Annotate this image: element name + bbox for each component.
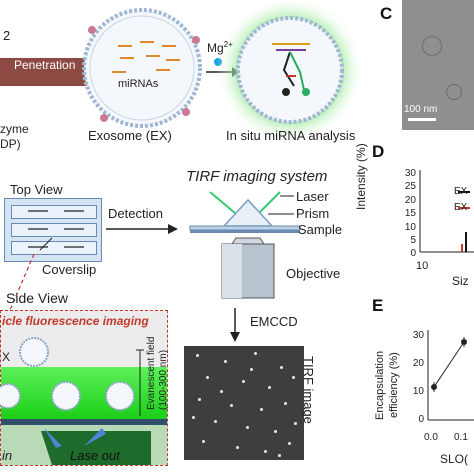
laser-label: Laser <box>296 189 329 204</box>
objective-top <box>231 237 265 245</box>
tirf-optics <box>189 191 301 299</box>
objective-label: Objective <box>286 266 341 281</box>
panel-d-ylabel: Intensity (%) <box>354 143 368 210</box>
evanescent-glow <box>1 367 167 419</box>
scale-bar <box>408 118 436 121</box>
scalebar-label: 100 nm <box>404 104 438 115</box>
fluorescence-spot <box>246 426 249 429</box>
exosome-label: Exosome (EX) <box>88 128 172 143</box>
fluorescence-spot <box>202 440 205 443</box>
dna-probe <box>272 43 310 91</box>
fluorescence-spot <box>236 446 239 449</box>
panel-d-axes <box>419 170 474 253</box>
exosome-particle-3 <box>105 381 135 411</box>
panel-e-ylabel-1: Encapsulation <box>374 350 386 420</box>
emccd-arrow <box>230 308 240 342</box>
tirf-image-label: TIRF image <box>301 356 316 424</box>
side-view-drawing <box>0 337 144 448</box>
legend-entry-2: EX <box>454 202 468 213</box>
laser-arrow-in <box>44 428 62 448</box>
mg-label: Mg2+ <box>207 40 233 55</box>
fluorescence-spot <box>230 404 233 407</box>
coverslip-leader <box>39 237 53 251</box>
panel-d-xtick: 10 <box>416 260 429 272</box>
dp-label: DP) <box>0 137 21 151</box>
fluorescence-spot <box>254 352 257 355</box>
sample-slide <box>189 225 301 231</box>
panel-d-xlabel: Siz <box>452 274 469 288</box>
prism-label: Prism <box>296 206 330 221</box>
lase-out-label: Lase out <box>70 448 120 463</box>
exosome-membrane <box>82 8 202 128</box>
side-banner: icle fluorescence imaging <box>2 314 149 328</box>
fluorescence-spot <box>284 402 287 405</box>
penetration-label: Penetration <box>14 58 76 72</box>
fluorescence-spot <box>288 442 291 445</box>
series-line <box>433 341 465 388</box>
mirnas-label: miRNAs <box>118 78 159 90</box>
fluorescence-spot <box>264 450 267 453</box>
fluorescence-spot <box>220 390 223 393</box>
panel-e-yticks: 30 20 10 0 <box>412 330 424 425</box>
fluorescence-spot <box>278 454 281 457</box>
laser-arrow-out <box>84 428 106 446</box>
glowing-exosome <box>236 16 344 124</box>
data-point <box>431 384 437 390</box>
panel-e-xlabel: SLO( <box>440 452 469 466</box>
fluorescence-spot <box>214 420 217 423</box>
top-scheme-canvas <box>0 0 364 144</box>
fragment-2: 2 <box>3 28 11 43</box>
detection-arrow <box>106 224 178 234</box>
fluorescence-spot <box>196 354 199 357</box>
panel-c-letter: C <box>380 4 393 23</box>
panel-e-ylabel-2: efficiency (%) <box>388 352 400 418</box>
top-view-label: Top View <box>10 182 63 197</box>
emccd-label: EMCCD <box>250 314 298 329</box>
panel-e-xtick-0: 0.0 <box>424 432 438 443</box>
zyme-label: zyme <box>0 122 29 136</box>
fluorescence-spot <box>192 416 195 419</box>
panel-e-letter: E <box>372 296 384 315</box>
prism-shape <box>222 198 274 227</box>
detection-label: Detection <box>108 206 163 221</box>
exosome-particle-1 <box>19 337 49 367</box>
legend-entry-1: EX <box>454 186 468 197</box>
mirna-arrows <box>112 41 180 73</box>
panel-e-chart <box>427 330 474 421</box>
fluorescence-spot <box>268 386 271 389</box>
exosome-particle-2 <box>51 381 81 411</box>
exosome-particle-4 <box>0 383 21 409</box>
membrane-proteins <box>88 26 200 122</box>
data-point <box>461 339 467 345</box>
evanescent-label-1: Evanescent field <box>146 336 157 410</box>
fluorescence-spot <box>206 376 209 379</box>
x-label: X <box>2 350 11 364</box>
sample-label: Sample <box>298 222 343 237</box>
in-label: in <box>2 448 13 463</box>
tirf-image <box>184 346 304 460</box>
fluorescence-spot <box>224 360 227 363</box>
side-view-label: Side View <box>6 290 69 306</box>
fluorescence-spot <box>242 380 245 383</box>
zoom-dashed-line <box>9 253 35 311</box>
fluorescence-spot <box>292 376 295 379</box>
fluorescence-spot <box>198 398 201 401</box>
panel-e-xtick-1: 0.1 <box>454 432 468 443</box>
coverslip-label: Coverslip <box>42 262 97 277</box>
fluorescence-spot <box>260 408 263 411</box>
evanescent-label-2: (100-300 nm) <box>158 349 169 410</box>
top-view-arrows <box>9 210 84 311</box>
fluorescence-spot <box>294 422 297 425</box>
panel-d-letter: D <box>372 142 385 161</box>
fluorescence-spot <box>250 368 253 371</box>
tem-image <box>402 0 474 130</box>
tirf-system-title: TIRF imaging system <box>186 168 328 185</box>
in-situ-label: In situ miRNA analysis <box>226 128 356 143</box>
panel-d-yticks: 30 25 20 15 10 5 0 <box>404 168 416 260</box>
fluorescence-spot <box>274 430 277 433</box>
fluorescence-spot <box>280 366 283 369</box>
coverslip-top-view <box>4 198 102 262</box>
